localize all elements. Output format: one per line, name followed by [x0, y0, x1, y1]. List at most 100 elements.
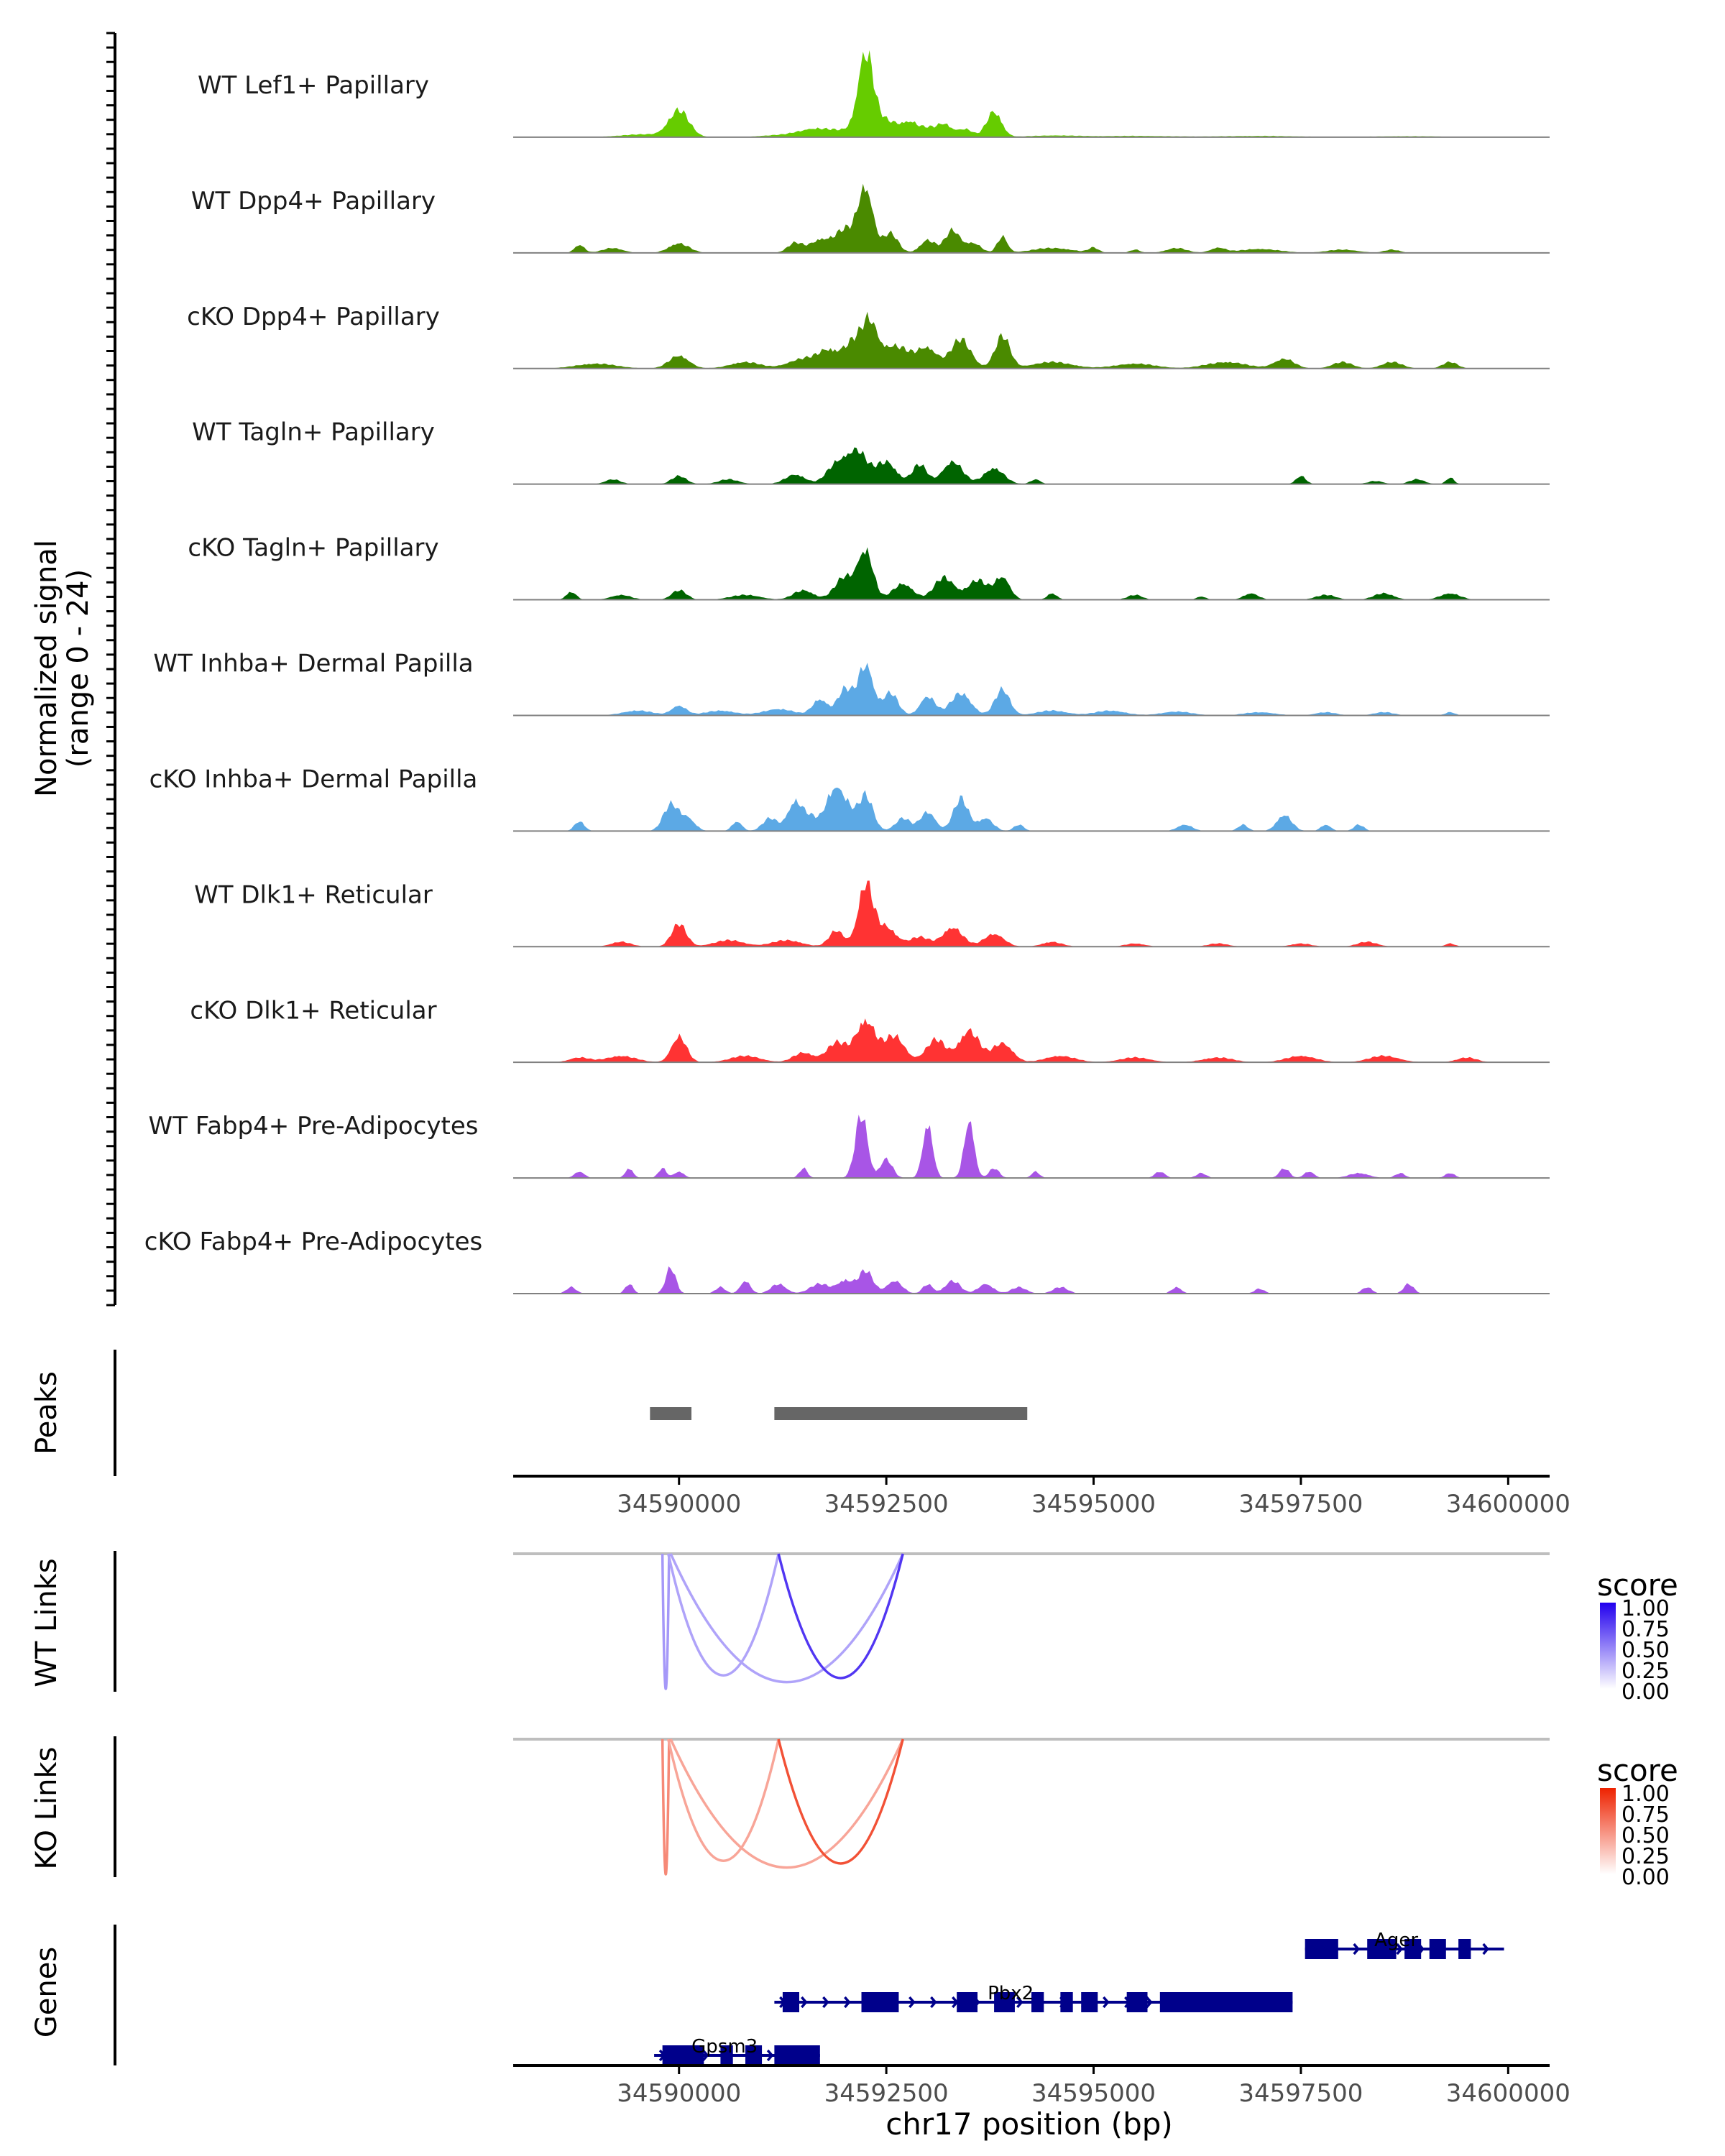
coverage-track-label: WT Tagln+ Papillary	[192, 418, 435, 447]
x-tick-label: 34592500	[824, 2079, 949, 2108]
coverage-track-label: cKO Dpp4+ Papillary	[187, 303, 440, 331]
strand-arrow	[1482, 1943, 1489, 1955]
coverage-area	[513, 183, 1550, 253]
strand-arrow	[1353, 1943, 1360, 1955]
strand-arrow	[908, 1996, 916, 2009]
gene-exon	[782, 1992, 799, 2012]
coverage-track-label: WT Dlk1+ Reticular	[194, 880, 433, 909]
legend-title: score	[1597, 1567, 1678, 1603]
coverage-track: cKO Dpp4+ Papillary	[187, 303, 1550, 369]
strand-arrow	[766, 2049, 774, 2062]
gene-exon	[1031, 1992, 1044, 2012]
legend-tick-label: 1.00	[1622, 1782, 1670, 1807]
coverage-track-label: WT Lef1+ Papillary	[198, 71, 429, 100]
x-axis-label: chr17 position (bp)	[886, 2106, 1173, 2142]
gene-exon	[1126, 1992, 1148, 2012]
links-tracks: WT Links KO Links	[30, 1551, 1550, 1877]
gene-exon	[1060, 1992, 1073, 2012]
gene-exon	[1458, 1939, 1471, 1959]
coverage-track: WT Dlk1+ Reticular	[194, 880, 1550, 948]
gene-exon	[720, 2045, 733, 2065]
legend-tick-label: 0.00	[1622, 1865, 1670, 1890]
links-track-label: KO Links	[30, 1747, 63, 1870]
coverage-track: WT Inhba+ Dermal Papilla	[153, 650, 1550, 717]
links-track: WT Links	[30, 1551, 1550, 1692]
peak-region	[650, 1407, 692, 1420]
gene-model: Gpsm3	[654, 2036, 820, 2065]
strand-arrow	[702, 2049, 709, 2062]
x-tick-label: 34600000	[1446, 2079, 1570, 2108]
gene-exon	[662, 2045, 704, 2065]
gene-name-label: Ager	[1374, 1930, 1418, 1951]
coverage-track: cKO Dlk1+ Reticular	[190, 996, 1550, 1064]
gene-name-label: Gpsm3	[691, 2036, 758, 2058]
coverage-area	[513, 50, 1550, 137]
gene-exon	[774, 2045, 820, 2065]
gene-exon	[1367, 1939, 1397, 1959]
gene-model: Pbx2	[774, 1983, 1293, 2012]
coverage-track: cKO Fabp4+ Pre-Adipocytes	[144, 1227, 1550, 1294]
strand-arrow	[822, 1996, 829, 2009]
links-track-label: WT Links	[30, 1558, 63, 1687]
coverage-track-label: cKO Inhba+ Dermal Papilla	[150, 765, 478, 793]
gene-exon	[861, 1992, 899, 2012]
strand-arrow	[930, 1996, 937, 2009]
link-arc	[669, 1738, 904, 1869]
coverage-area	[513, 447, 1550, 484]
link-arc	[661, 1738, 671, 1876]
coverage-track-label: WT Fabp4+ Pre-Adipocytes	[149, 1112, 479, 1141]
coverage-track-label: cKO Tagln+ Papillary	[188, 534, 438, 563]
gene-exon	[1305, 1939, 1338, 1959]
x-tick-label: 34590000	[617, 1490, 741, 1519]
legends: score1.000.750.500.250.00score1.000.750.…	[1597, 1567, 1678, 1890]
legend-tick-label: 1.00	[1622, 1596, 1670, 1621]
peak-region	[774, 1407, 1028, 1420]
gene-exon	[1429, 1939, 1446, 1959]
y-axis-range-label: (range 0 - 24)	[62, 569, 95, 768]
gene-model: Ager	[1305, 1930, 1504, 1959]
coverage-area	[513, 1018, 1550, 1063]
gene-exon	[745, 2045, 763, 2065]
legend-tick-label: 0.25	[1622, 1844, 1670, 1869]
legend-colorbar	[1600, 1788, 1616, 1874]
strand-arrow	[801, 1996, 808, 2009]
coverage-track-label: WT Inhba+ Dermal Papilla	[153, 650, 473, 678]
link-arc	[777, 1553, 904, 1680]
legend-tick-label: 0.75	[1622, 1617, 1670, 1642]
x-tick-label: 34595000	[1031, 2079, 1156, 2108]
peaks-track: Peaks	[30, 1350, 1028, 1476]
gene-exon	[1404, 1939, 1422, 1959]
peaks-track-label: Peaks	[30, 1371, 63, 1455]
coverage-area	[513, 880, 1550, 947]
coverage-area	[513, 1115, 1550, 1179]
strand-arrow	[844, 1996, 851, 2009]
coverage-track: WT Tagln+ Papillary	[192, 418, 1550, 485]
link-arc	[777, 1738, 904, 1865]
bottom-x-axis: 34590000 34592500 34595000 34597500 34600000	[513, 2064, 1570, 2108]
middle-x-axis: 34590000 34592500 34595000 34597500 34600000	[513, 1475, 1570, 1519]
legend-colorbar	[1600, 1603, 1616, 1689]
coverage-area	[513, 1266, 1550, 1294]
x-tick-label: 34595000	[1031, 1490, 1156, 1519]
coverage-track: WT Lef1+ Papillary	[198, 50, 1550, 138]
strand-arrow	[1016, 1996, 1024, 2009]
link-arc	[661, 1553, 671, 1690]
gene-exon	[994, 1992, 1015, 2012]
coverage-track: WT Dpp4+ Papillary	[191, 183, 1550, 254]
genes-track: Genes Ager Pbx2 Gpsm3	[30, 1925, 1504, 2065]
links-track: KO Links	[30, 1736, 1550, 1877]
coverage-track-label: cKO Fabp4+ Pre-Adipocytes	[144, 1227, 483, 1256]
strand-arrow	[1103, 1996, 1110, 2009]
coverage-area	[513, 311, 1550, 369]
legend-tick-label: 0.25	[1622, 1659, 1670, 1684]
coverage-track: cKO Tagln+ Papillary	[188, 534, 1550, 601]
x-tick-label: 34590000	[617, 2079, 741, 2108]
y-axis-label: Normalized signal	[30, 540, 63, 797]
gene-exon	[1081, 1992, 1098, 2012]
coverage-y-axis	[106, 32, 116, 1307]
strand-arrow	[1146, 1996, 1153, 2009]
coverage-tracks: WT Lef1+ Papillary WT Dpp4+ Papillary cKO …	[144, 50, 1550, 1294]
link-arc	[667, 1738, 780, 1862]
